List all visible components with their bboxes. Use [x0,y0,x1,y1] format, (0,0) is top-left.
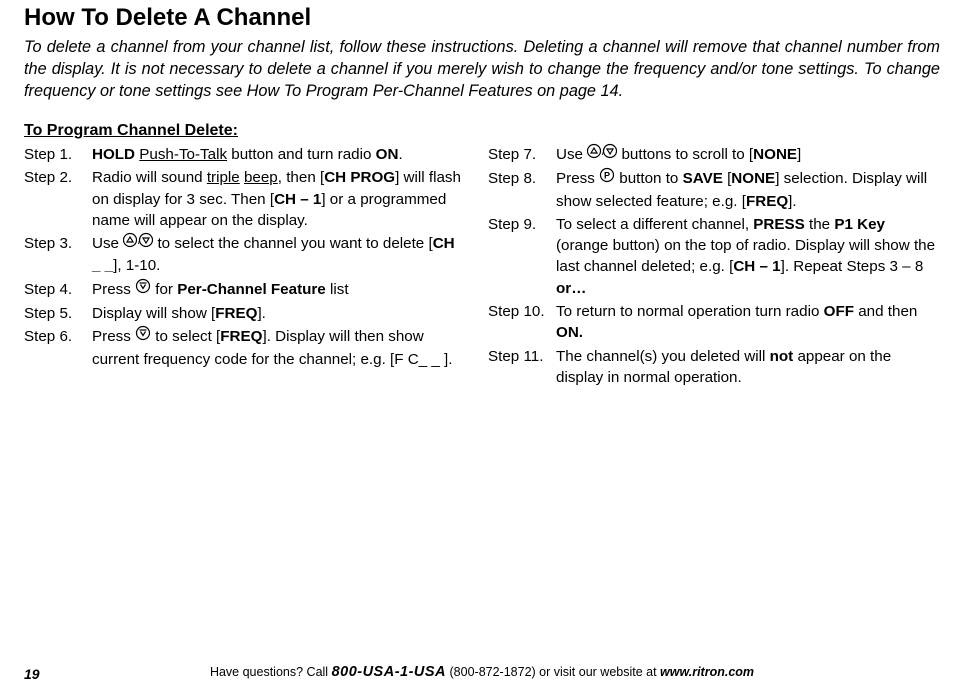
step-body: Press for Per-Channel Feature list [92,279,464,301]
footer-website: www.ritron.com [660,665,754,679]
p-icon: P [599,167,615,189]
text: to select [ [151,328,220,345]
text: HOLD [92,146,135,163]
text: to select the channel you want to delete… [153,235,432,252]
text: Use [92,235,123,252]
text: ]. [788,193,796,210]
text: , then [ [278,169,324,186]
text: the [805,216,835,233]
step-body: Press P button to SAVE [NONE] selection.… [556,168,940,212]
text: SAVE [683,170,723,187]
text: Display will show [ [92,305,215,322]
step-label: Step 1. [24,144,92,165]
text: Use [556,146,587,163]
step-7: Step 7. Use / buttons to scroll to [NONE… [488,144,940,166]
step-body: HOLD Push-To-Talk button and turn radio … [92,144,464,165]
columns: Step 1. HOLD Push-To-Talk button and tur… [24,144,940,390]
text: Push-To-Talk [139,146,227,163]
step-3: Step 3. Use / to select the channel you … [24,233,464,277]
text: To select a different channel, [556,216,753,233]
text: beep [244,169,278,186]
up-down-icon: / [587,143,617,165]
text: Press [556,170,599,187]
column-left: Step 1. HOLD Push-To-Talk button and tur… [24,144,464,390]
text: ]. Repeat Steps 3 – 8 [781,258,924,275]
step-label: Step 10. [488,301,556,344]
step-body: To select a different channel, PRESS the… [556,214,940,299]
step-label: Step 9. [488,214,556,299]
step-body: Radio will sound triple beep, then [CH P… [92,167,464,231]
step-label: Step 7. [488,144,556,166]
text: ON [376,146,399,163]
footer-text: (800-872-1872) or visit our website at [446,665,660,679]
text: list [326,281,349,298]
step-body: Press to select [FREQ]. Display will the… [92,326,464,370]
text: and then [854,303,917,320]
text: ON. [556,324,583,341]
text: The channel(s) you deleted will [556,348,770,365]
footer-text: Have questions? Call [210,665,332,679]
text: button to [615,170,683,187]
text: FREQ [220,328,262,345]
step-label: Step 6. [24,326,92,370]
step-8: Step 8. Press P button to SAVE [NONE] se… [488,168,940,212]
step-10: Step 10. To return to normal operation t… [488,301,940,344]
text: NONE [731,170,775,187]
step-label: Step 11. [488,346,556,389]
svg-text:P: P [604,171,610,181]
text: triple [207,169,240,186]
step-body: Use / to select the channel you want to … [92,233,464,277]
text: OFF [824,303,854,320]
text: CH – 1 [274,191,321,208]
text: for [151,281,177,298]
step-label: Step 2. [24,167,92,231]
section-subhead: To Program Channel Delete: [24,122,940,140]
text: FREQ [746,193,788,210]
step-label: Step 5. [24,303,92,324]
page: How To Delete A Channel To delete a chan… [0,2,964,692]
text: . [398,146,402,163]
step-body: Use / buttons to scroll to [NONE] [556,144,940,166]
p-icon [135,278,151,300]
step-body: To return to normal operation turn radio… [556,301,940,344]
page-number: 19 [24,666,40,682]
text: Radio will sound [92,169,207,186]
text: Press [92,328,135,345]
column-right: Step 7. Use / buttons to scroll to [NONE… [488,144,940,390]
text: FREQ [215,305,257,322]
step-2: Step 2. Radio will sound triple beep, th… [24,167,464,231]
text: Press [92,281,135,298]
footer-phone: 800-USA-1-USA [332,664,446,680]
text: CH – 1 [733,258,780,275]
text: ] [797,146,801,163]
step-label: Step 3. [24,233,92,277]
step-label: Step 4. [24,279,92,301]
step-11: Step 11. The channel(s) you deleted will… [488,346,940,389]
page-title: How To Delete A Channel [24,2,940,32]
text: not [770,348,794,365]
step-9: Step 9. To select a different channel, P… [488,214,940,299]
text: ], 1-10. [113,257,160,274]
text: ]. [257,305,265,322]
step-5: Step 5. Display will show [FREQ]. [24,303,464,324]
step-1: Step 1. HOLD Push-To-Talk button and tur… [24,144,464,165]
text: PRESS [753,216,805,233]
step-label: Step 8. [488,168,556,212]
text: or… [556,280,586,297]
text: Per-Channel Feature [177,281,326,298]
step-body: Display will show [FREQ]. [92,303,464,324]
text: buttons to scroll to [ [617,146,753,163]
text: To return to normal operation turn radio [556,303,824,320]
step-4: Step 4. Press for Per-Channel Feature li… [24,279,464,301]
intro-paragraph: To delete a channel from your channel li… [24,36,940,102]
up-down-icon: / [123,232,153,254]
p-icon [135,325,151,347]
text: CH PROG [324,169,395,186]
step-body: The channel(s) you deleted will not appe… [556,346,940,389]
text: button and turn radio [227,146,376,163]
text: P1 Key [834,216,885,233]
step-6: Step 6. Press to select [FREQ]. Display … [24,326,464,370]
footer: 19 Have questions? Call 800-USA-1-USA (8… [0,664,964,680]
text: NONE [753,146,797,163]
